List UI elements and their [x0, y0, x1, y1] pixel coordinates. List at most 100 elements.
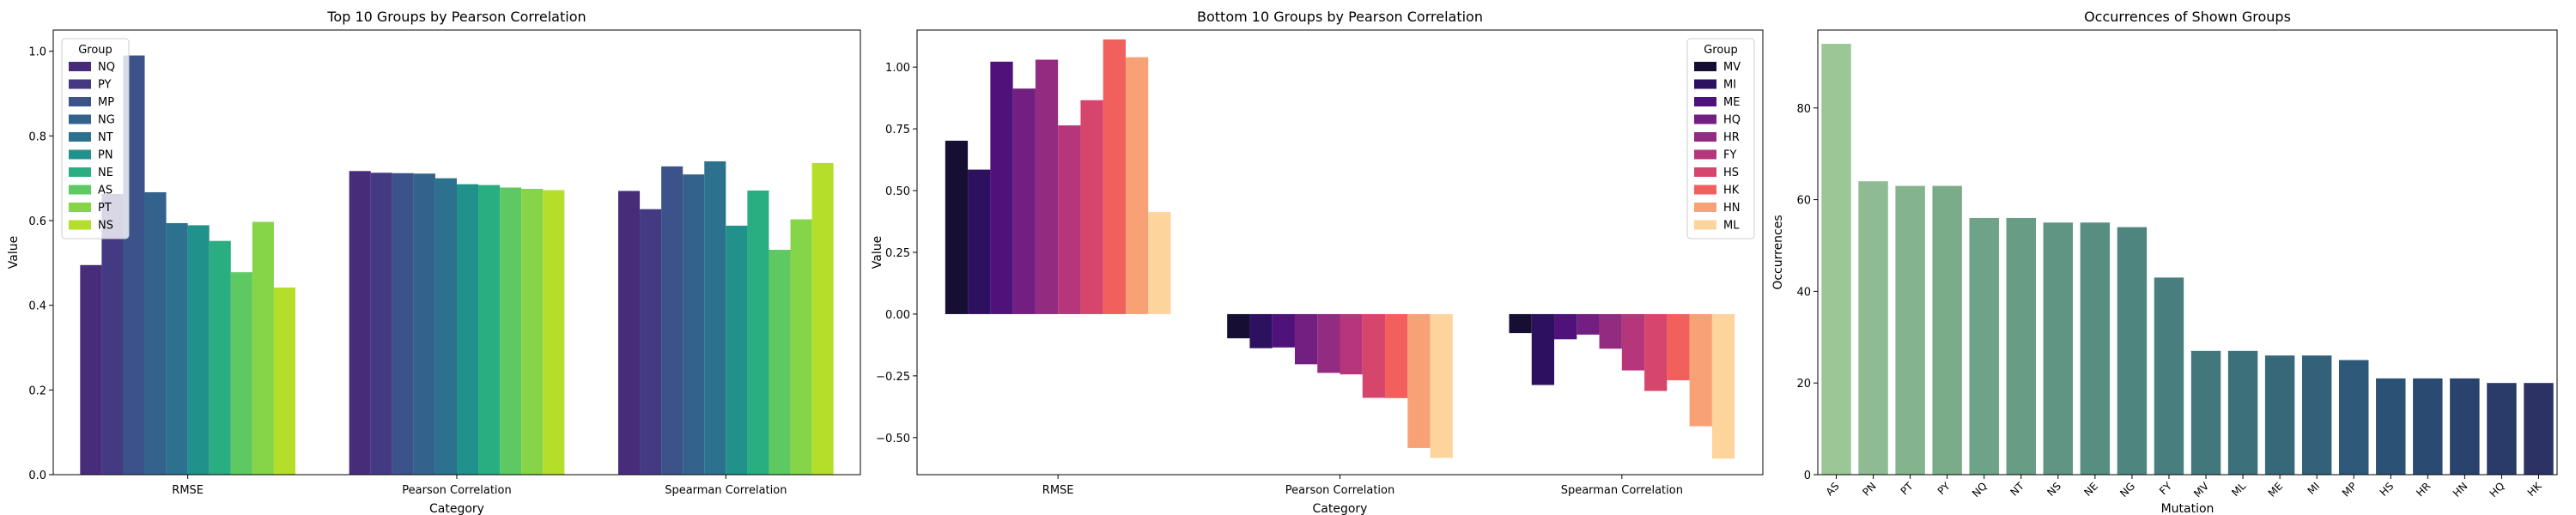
bar-PN: [1858, 181, 1888, 475]
x-tick-label: NS: [2044, 480, 2063, 499]
legend-label-AS: AS: [98, 185, 112, 197]
bar-MV-spearman-correlation: [1509, 313, 1532, 334]
bar-NQ: [1969, 217, 1999, 475]
bar-FY: [2154, 277, 2184, 475]
bar-AS-rmse: [230, 272, 252, 475]
y-axis-label: Occurrences: [1771, 215, 1785, 289]
axes-frame: [1817, 29, 2558, 476]
bar-HS: [2376, 378, 2406, 475]
x-tick-label: MP: [2340, 480, 2359, 499]
bar-NE-spearman-correlation: [747, 190, 769, 475]
chart-top-10-groups: 0.0 0.2 0.4 0.6 0.8 1.0 RMSE Pearson Correlatio…: [7, 9, 861, 515]
bar-PT-rmse: [252, 221, 274, 475]
bar-HN-rmse: [1125, 57, 1149, 314]
x-tick-label: PY: [1935, 480, 1953, 497]
bar-FY-spearman-correlation: [1621, 313, 1645, 371]
legend-label-NT: NT: [98, 131, 113, 144]
bar-HN-pearson-correlation: [1407, 313, 1431, 448]
bar-HQ-rmse: [1012, 88, 1036, 314]
x-tick-label: HN: [2451, 480, 2470, 500]
bar-HN-spearman-correlation: [1689, 313, 1712, 427]
bar-HK-rmse: [1103, 39, 1126, 314]
legend-swatch-NQ: [69, 62, 91, 71]
bar-PN-spearman-correlation: [726, 225, 748, 475]
x-tick-label: Pearson Correlation: [1285, 484, 1394, 497]
x-tick-label: Spearman Correlation: [665, 484, 787, 497]
bar-MP-pearson-correlation: [392, 173, 414, 475]
legend-swatch-MP: [69, 97, 91, 106]
x-tick-label: MI: [2306, 480, 2323, 497]
legend-swatch-ML: [1694, 220, 1716, 230]
bar-PY-spearman-correlation: [640, 209, 662, 475]
legend-label-PT: PT: [98, 202, 112, 215]
y-tick-label: 0.25: [885, 247, 910, 260]
bar-NQ-spearman-correlation: [618, 191, 641, 475]
y-tick-label: 80: [1796, 103, 1811, 116]
bar-HS-pearson-correlation: [1362, 313, 1386, 398]
bar-FY-rmse: [1058, 125, 1081, 314]
bar-MV-rmse: [945, 140, 969, 314]
legend-label-MV: MV: [1723, 61, 1741, 74]
x-tick-label: HR: [2414, 480, 2433, 499]
chart-title: Top 10 Groups by Pearson Correlation: [326, 9, 586, 25]
y-axis-label: Value: [7, 236, 21, 269]
chart-title: Bottom 10 Groups by Pearson Correlation: [1197, 9, 1483, 25]
y-tick-label: 0.0: [28, 470, 46, 482]
axes-frame: [916, 29, 1764, 476]
legend-label-HQ: HQ: [1723, 114, 1741, 127]
x-tick-label: Spearman Correlation: [1561, 484, 1683, 497]
bar-HK: [2524, 383, 2554, 475]
y-tick-label: 0: [1804, 470, 1811, 482]
y-tick-label: 1.0: [28, 46, 46, 59]
legend-label-FY: FY: [1723, 149, 1736, 162]
x-tick-label: NT: [2008, 480, 2026, 499]
bar-NT: [2006, 217, 2036, 475]
bar-HQ-spearman-correlation: [1577, 313, 1600, 335]
y-tick-label: 0.00: [885, 309, 910, 322]
x-tick-label: RMSE: [1042, 484, 1074, 497]
legend-title: Group: [78, 44, 112, 57]
bar-NT-rmse: [166, 222, 188, 475]
legend-swatch-FY: [1694, 149, 1716, 160]
bar-HR: [2413, 378, 2443, 475]
y-tick-label: 40: [1796, 286, 1811, 299]
bar-HS-spearman-correlation: [1644, 313, 1668, 391]
legend-label-NS: NS: [98, 220, 113, 233]
x-tick-label: HQ: [2488, 480, 2507, 500]
legend-label-ML: ML: [1723, 220, 1740, 233]
bar-NG: [2117, 227, 2148, 475]
legend-label-NG: NG: [98, 114, 115, 127]
bar-ML: [2227, 350, 2258, 475]
bar-AS-spearman-correlation: [769, 250, 791, 475]
legend-swatch-HQ: [1694, 114, 1716, 124]
chart-bottom-10-groups: −0.50 −0.25 0.00 0.25 0.50 0.75 1.00 RMSE Pearso…: [871, 9, 1764, 515]
bar-PY: [1932, 185, 1962, 475]
x-tick-label: HS: [2378, 480, 2397, 499]
x-tick-label: Pearson Correlation: [402, 484, 511, 497]
bar-HQ: [2487, 383, 2517, 475]
bar-HN: [2450, 378, 2480, 475]
legend-label-NQ: NQ: [98, 61, 115, 74]
bar-HR-pearson-correlation: [1317, 313, 1340, 373]
legend-swatch-HS: [1694, 167, 1716, 177]
bar-NG-rmse: [144, 191, 167, 476]
legend-label-NE: NE: [98, 167, 113, 179]
bar-NT-pearson-correlation: [434, 178, 457, 475]
x-tick-label: AS: [1824, 480, 1842, 498]
bar-ME-rmse: [990, 61, 1013, 314]
legend-swatch-PN: [69, 149, 91, 160]
legend-swatch-NS: [69, 220, 91, 230]
bar-ML-pearson-correlation: [1430, 313, 1453, 458]
y-tick-label: 0.75: [885, 124, 910, 136]
y-tick-label: 0.2: [28, 385, 46, 397]
y-tick-label: 1.00: [885, 62, 910, 75]
legend-swatch-NT: [69, 132, 91, 142]
y-tick-label: 60: [1796, 195, 1811, 208]
bar-ME: [2264, 355, 2295, 475]
bar-ME-pearson-correlation: [1272, 313, 1295, 348]
x-tick-label: HK: [2525, 479, 2545, 499]
legend-swatch-MI: [1694, 79, 1716, 89]
chart-title: Occurrences of Shown Groups: [2084, 9, 2291, 25]
bar-MI-pearson-correlation: [1249, 313, 1273, 348]
